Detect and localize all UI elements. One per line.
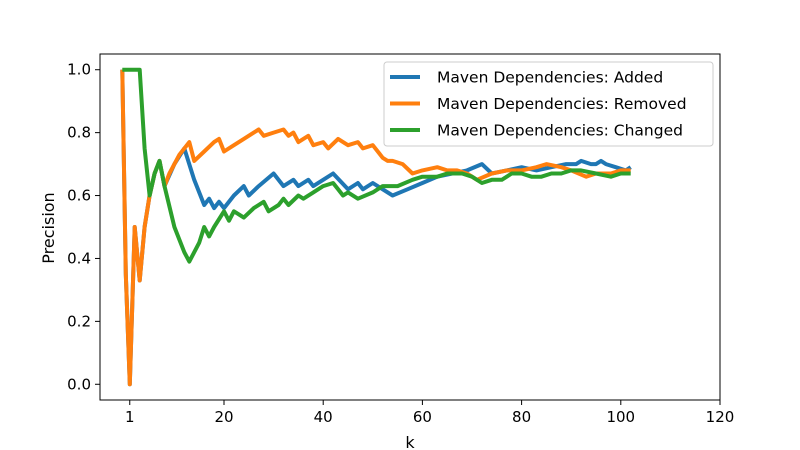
series-layer — [120, 67, 632, 387]
x-tick-label-5: 100 — [606, 408, 635, 426]
y-axis-ticks: 0.0 0.2 0.4 0.6 0.8 1.0 — [67, 61, 100, 393]
y-tick-label-4: 0.8 — [67, 124, 91, 142]
x-tick-label-0: 1 — [125, 408, 135, 426]
legend-label-0: Maven Dependencies: Added — [437, 69, 663, 87]
x-axis-label: k — [405, 433, 415, 450]
x-axis-ticks: 1 20 40 60 80 100 120 — [125, 400, 734, 426]
series-line-1 — [120, 69, 631, 387]
legend-label-1: Maven Dependencies: Removed — [437, 95, 687, 113]
x-tick-label-3: 60 — [413, 408, 432, 426]
y-axis-label: Precision — [39, 192, 58, 263]
legend: Maven Dependencies: Added Maven Dependenc… — [383, 61, 714, 147]
x-tick-label-6: 120 — [706, 408, 735, 426]
y-tick-label-0: 0.0 — [67, 375, 91, 393]
x-tick-label-4: 80 — [512, 408, 531, 426]
y-tick-label-2: 0.4 — [67, 249, 91, 267]
y-tick-label-3: 0.6 — [67, 187, 91, 205]
legend-label-2: Maven Dependencies: Changed — [437, 122, 683, 140]
series-line-2 — [122, 67, 631, 264]
x-tick-label-1: 20 — [214, 408, 233, 426]
plot-frame — [99, 53, 721, 401]
y-tick-label-1: 0.2 — [67, 312, 91, 330]
y-tick-label-5: 1.0 — [67, 61, 91, 79]
legend-box — [383, 61, 714, 147]
x-tick-label-2: 40 — [314, 408, 333, 426]
